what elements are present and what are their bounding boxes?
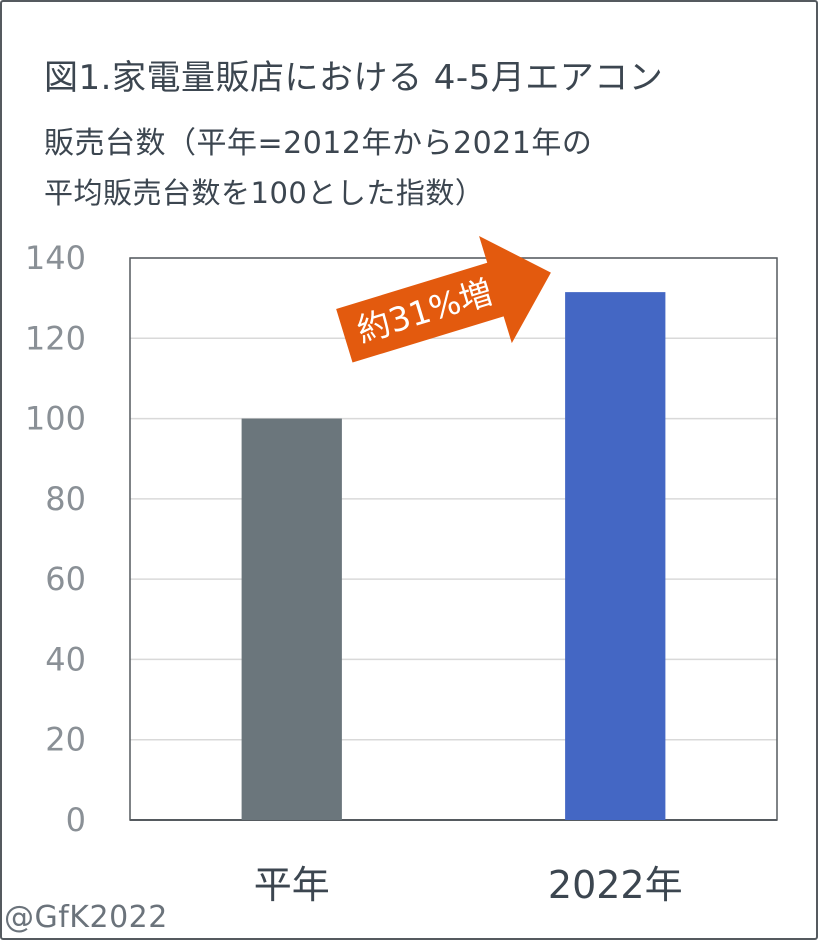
y-tick-label: 60 <box>45 560 86 598</box>
bar-normal-year <box>241 418 342 820</box>
chart-title-line-2: 販売台数（平年=2012年から2021年の <box>44 126 593 161</box>
x-tick-label: 2022年 <box>548 863 683 907</box>
y-tick-label: 100 <box>25 400 86 438</box>
chart-title-line-3: 平均販売台数を100とした指数） <box>44 176 485 210</box>
chart-title-line-1: 図1.家電量販店における 4-5月エアコン <box>44 58 664 98</box>
axes <box>129 257 778 821</box>
copyright-credit: @GfK2022 <box>4 900 168 935</box>
y-tick-label: 80 <box>45 480 86 518</box>
x-tick-label: 平年 <box>254 863 330 907</box>
y-tick-label: 0 <box>66 801 86 839</box>
bars <box>241 292 666 820</box>
increase-arrow: 約31%増 <box>336 236 551 363</box>
y-tick-label: 40 <box>45 640 86 678</box>
bar-year-2022 <box>565 292 666 820</box>
y-tick-label: 120 <box>25 319 86 357</box>
tick-labels: 0 20 40 60 80 100 120 140 平年 2022年 <box>25 239 683 907</box>
y-tick-label: 140 <box>25 239 86 277</box>
plot-area-border <box>129 257 778 821</box>
arrow-shape <box>336 236 551 363</box>
y-tick-label: 20 <box>45 721 86 759</box>
